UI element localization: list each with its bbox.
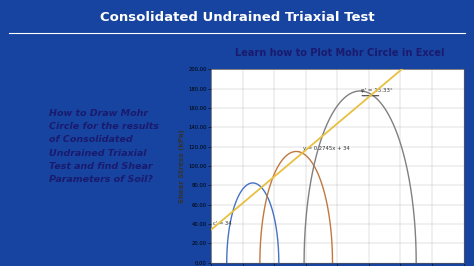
Text: Consolidated Undrained Triaxial Test: Consolidated Undrained Triaxial Test bbox=[100, 11, 374, 24]
Text: c' = 34: c' = 34 bbox=[213, 221, 232, 226]
Text: How to Draw Mohr
Circle for the results
of Consolidated
Undrained Triaxial
Test : How to Draw Mohr Circle for the results … bbox=[49, 109, 158, 184]
Text: Learn how to Plot Mohr Circle in Excel: Learn how to Plot Mohr Circle in Excel bbox=[235, 48, 444, 57]
Y-axis label: Shear Stress (kPa): Shear Stress (kPa) bbox=[180, 129, 185, 203]
Text: y = 0.2745x + 34: y = 0.2745x + 34 bbox=[302, 147, 349, 151]
Text: φ' = 15.33°: φ' = 15.33° bbox=[361, 88, 392, 93]
